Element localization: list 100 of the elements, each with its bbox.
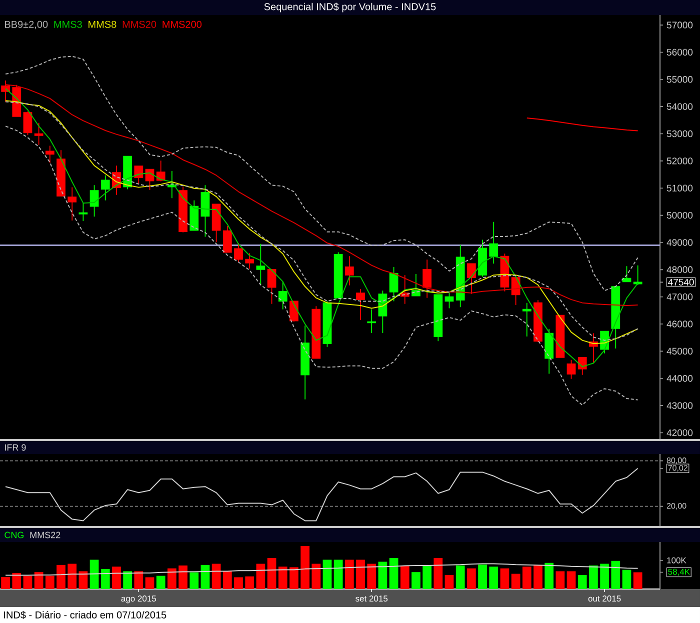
y-tick-label: 53000 — [666, 130, 693, 138]
bar — [312, 564, 321, 589]
bar — [434, 558, 443, 589]
candlestick — [611, 286, 620, 349]
y-tick-label: 43000 — [666, 402, 693, 409]
candlestick — [178, 186, 188, 233]
bar — [34, 572, 44, 589]
candlestick — [100, 174, 110, 201]
y-tick-label: 45000 — [666, 348, 693, 355]
y-tick-label: 47000 — [666, 293, 693, 300]
candlestick — [544, 328, 554, 374]
candlestick — [156, 160, 166, 182]
text: CNG — [4, 532, 24, 538]
y-tick-label: 46000 — [666, 320, 693, 328]
candlestick — [367, 308, 376, 334]
candlestick — [212, 204, 221, 243]
candlestick — [478, 239, 487, 278]
bar — [56, 564, 66, 589]
bar — [578, 574, 587, 589]
bar — [611, 560, 620, 589]
bar — [467, 568, 476, 589]
candlestick — [78, 202, 88, 222]
bar — [322, 560, 332, 589]
y-tick-label: 50000 — [666, 212, 693, 219]
candlestick — [278, 281, 288, 310]
candlestick — [578, 357, 587, 376]
bar — [478, 564, 487, 589]
y-tick-label: 58,4K — [668, 568, 690, 576]
bar — [511, 574, 520, 589]
bar — [389, 558, 398, 589]
bar — [534, 565, 542, 589]
bar — [23, 576, 32, 589]
candlestick — [167, 170, 176, 199]
y-tick-label: 56000 — [666, 48, 693, 56]
candlestick — [344, 256, 354, 286]
candlestick — [34, 122, 44, 146]
bar — [245, 576, 254, 589]
x-tick-label: ago 2015 — [121, 596, 156, 604]
bar — [100, 568, 110, 589]
bar — [456, 566, 465, 589]
y-tick-label: 57000 — [666, 22, 693, 28]
bar — [544, 562, 554, 589]
bar — [422, 566, 432, 589]
candlestick — [222, 225, 232, 253]
bar — [522, 566, 532, 589]
bar — [444, 574, 454, 589]
candlestick — [633, 264, 642, 286]
x-tick-label: set 2015 — [356, 596, 388, 602]
bar — [190, 572, 199, 589]
bar — [278, 566, 288, 589]
y-tick-label: 80,00 — [666, 458, 686, 464]
y-tick-label: 44000 — [666, 375, 693, 382]
y-tick-label: 48000 — [666, 266, 693, 274]
bar — [234, 577, 243, 589]
y-tick-label: 52000 — [666, 158, 693, 164]
y-tick-label: 47540 — [668, 278, 694, 286]
bar — [500, 568, 510, 589]
candlestick — [334, 252, 343, 298]
candlestick — [489, 221, 498, 264]
bar — [156, 576, 166, 589]
candlestick — [466, 263, 476, 294]
bar — [45, 576, 54, 589]
bar — [589, 566, 598, 589]
candlestick — [134, 166, 144, 184]
candlestick — [245, 252, 254, 270]
bar — [367, 564, 376, 589]
bar — [378, 562, 388, 589]
candlestick — [256, 243, 266, 286]
bar — [356, 560, 365, 589]
bar — [412, 572, 420, 589]
bar — [112, 566, 121, 589]
candlestick — [356, 288, 365, 320]
candlestick — [556, 314, 565, 358]
text: IND$ - Diário - criado em 07/10/2015 — [4, 610, 166, 620]
bar — [212, 564, 221, 589]
bar — [489, 566, 498, 589]
candlestick — [566, 359, 576, 380]
candlestick — [522, 302, 532, 337]
candlestick — [412, 274, 420, 297]
bar — [334, 560, 343, 589]
bar — [267, 558, 276, 589]
bar — [300, 546, 310, 589]
y-tick-label: 55000 — [666, 76, 693, 83]
y-tick-label: 20,00 — [666, 502, 686, 510]
candlestick — [422, 259, 432, 298]
bar — [222, 571, 232, 589]
y-tick-label: 49000 — [666, 239, 693, 246]
bar — [600, 564, 609, 589]
candlestick — [444, 292, 454, 309]
text: MMS22 — [30, 532, 60, 538]
bar — [344, 560, 354, 589]
y-tick-label: 54000 — [666, 103, 693, 110]
bar — [622, 570, 632, 589]
y-tick-label: 51000 — [666, 184, 693, 192]
bar — [134, 571, 144, 589]
bar — [178, 566, 188, 589]
candlestick — [312, 306, 321, 359]
bar — [12, 572, 22, 589]
candlestick — [45, 145, 54, 164]
bar — [556, 571, 565, 589]
